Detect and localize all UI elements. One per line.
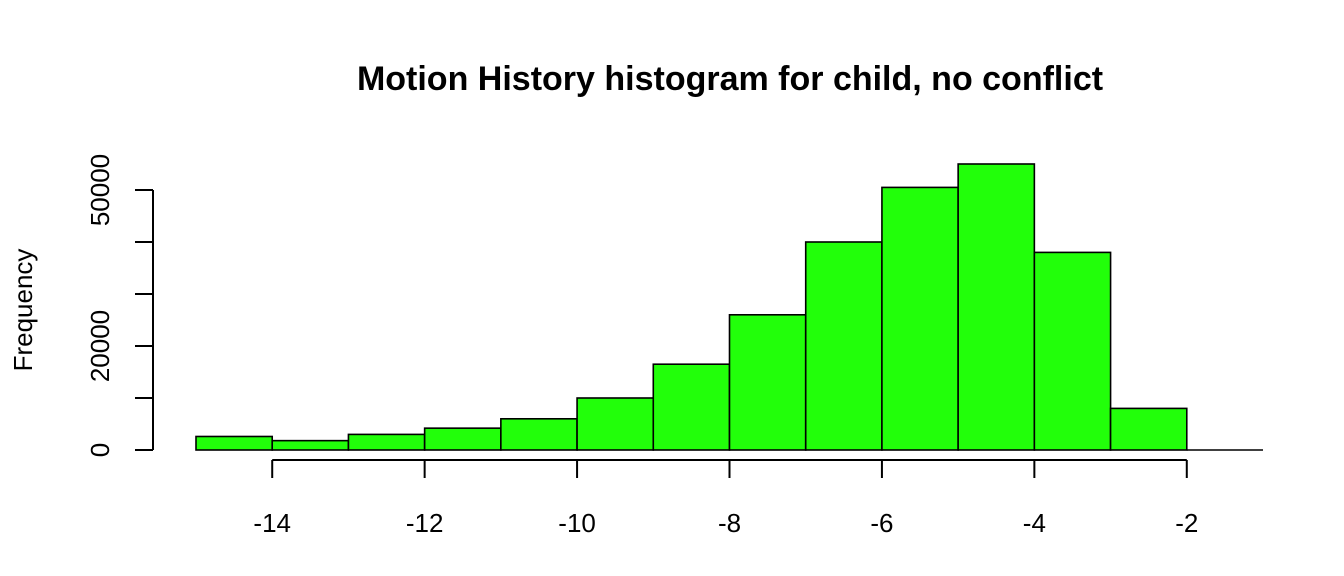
y-tick-label: 50000 bbox=[85, 154, 115, 226]
chart-title: Motion History histogram for child, no c… bbox=[357, 60, 1103, 98]
x-tick-label: -10 bbox=[558, 508, 596, 538]
histogram-bar bbox=[347, 433, 426, 451]
histogram-bar bbox=[1033, 251, 1112, 451]
histogram-bar bbox=[881, 186, 959, 451]
x-tick-label: -14 bbox=[253, 508, 291, 538]
histogram-bar bbox=[728, 313, 807, 451]
histogram-bar bbox=[652, 363, 731, 451]
x-tick-label: -12 bbox=[406, 508, 444, 538]
histogram-bar bbox=[576, 397, 655, 451]
x-tick-label: -6 bbox=[870, 508, 893, 538]
y-axis-title: Frequency bbox=[8, 249, 38, 372]
histogram-bar bbox=[1109, 407, 1188, 451]
x-axis: -14 -12 -10 -8 -6 -4 -2 bbox=[253, 459, 1198, 538]
histogram-bar bbox=[423, 427, 502, 451]
histogram-bar bbox=[195, 435, 274, 451]
y-axis: 0 20000 50000 bbox=[85, 154, 154, 457]
histogram-bar bbox=[271, 439, 350, 451]
x-tick-label: -4 bbox=[1023, 508, 1046, 538]
x-tick-label: -8 bbox=[718, 508, 741, 538]
y-tick-label: 20000 bbox=[85, 310, 115, 382]
x-tick-label: -2 bbox=[1175, 508, 1198, 538]
histogram-bar bbox=[957, 163, 1036, 451]
histogram-bar bbox=[500, 417, 578, 451]
histogram-bar bbox=[804, 241, 883, 451]
bars-group bbox=[195, 163, 1263, 451]
y-tick-label: 0 bbox=[85, 443, 115, 457]
